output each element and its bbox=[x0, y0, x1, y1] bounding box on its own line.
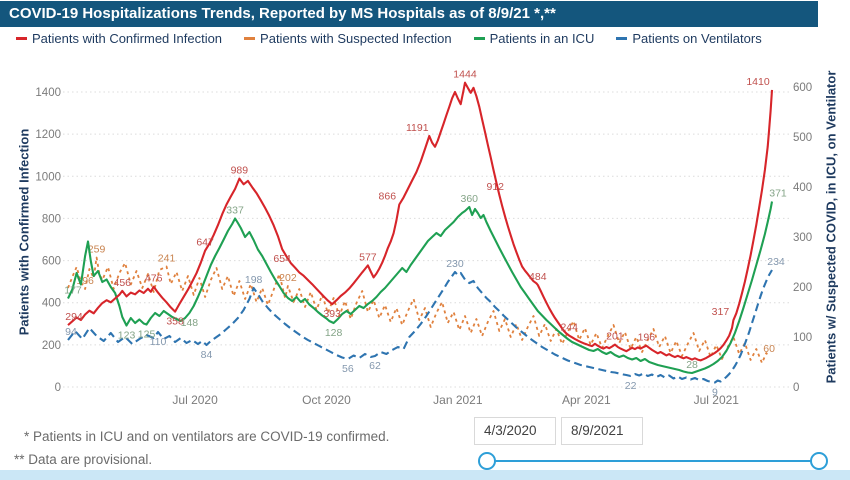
footnote-provisional: ** Data are provisional. bbox=[14, 452, 153, 467]
x-axis-tick-label: Apr 2021 bbox=[562, 393, 611, 407]
data-label-icu: 177 bbox=[64, 285, 82, 297]
data-label-ventilators: 84 bbox=[201, 349, 213, 361]
data-label-confirmed: 484 bbox=[529, 271, 547, 283]
data-label-suspected: 241 bbox=[158, 253, 176, 265]
legend-item-ventilators[interactable]: Patients on Ventilators bbox=[616, 31, 762, 46]
data-label-ventilators: 56 bbox=[342, 363, 354, 375]
data-label-confirmed: 201 bbox=[606, 331, 624, 343]
legend-item-confirmed[interactable]: Patients with Confirmed Infection bbox=[16, 31, 222, 46]
series-line-ventilators bbox=[67, 269, 773, 384]
data-label-ventilators: 198 bbox=[245, 274, 263, 286]
legend-label: Patients on Ventilators bbox=[632, 31, 762, 46]
legend-marker-ventilators bbox=[616, 37, 628, 40]
right-axis-tick-label: 600 bbox=[793, 82, 812, 94]
data-label-suspected: 259 bbox=[88, 244, 106, 256]
data-label-confirmed: 577 bbox=[359, 251, 377, 263]
legend-item-suspected[interactable]: Patients with Suspected Infection bbox=[244, 31, 452, 46]
data-label-confirmed: 294 bbox=[65, 311, 83, 323]
data-label-icu: 28 bbox=[686, 359, 698, 371]
range-start-input[interactable]: 4/3/2020 bbox=[474, 417, 556, 445]
data-label-confirmed: 317 bbox=[712, 306, 730, 318]
data-label-ventilators: 110 bbox=[150, 336, 167, 348]
slider-handle-end[interactable] bbox=[810, 452, 828, 470]
right-axis-tick-label: 0 bbox=[793, 382, 799, 394]
footnote-icu-ventilators: * Patients in ICU and on ventilators are… bbox=[24, 429, 390, 444]
data-label-confirmed: 244 bbox=[560, 322, 578, 334]
data-label-confirmed: 654 bbox=[273, 253, 291, 265]
left-axis-tick-label: 1000 bbox=[35, 171, 61, 183]
data-label-confirmed: 647 bbox=[196, 237, 214, 249]
left-axis-tick-label: 800 bbox=[42, 213, 61, 225]
data-label-confirmed: 866 bbox=[379, 191, 397, 203]
left-axis-tick-label: 400 bbox=[42, 298, 61, 310]
data-label-suspected: 202 bbox=[279, 272, 297, 284]
data-label-suspected: 60 bbox=[763, 343, 775, 355]
x-axis-tick-label: Jan 2021 bbox=[433, 393, 483, 407]
legend-marker-confirmed bbox=[16, 37, 27, 40]
series-line-suspected bbox=[67, 256, 770, 364]
series-line-confirmed bbox=[67, 81, 774, 362]
data-label-ventilators: 62 bbox=[369, 360, 381, 372]
data-label-confirmed: 358 bbox=[166, 316, 184, 328]
legend-label: Patients in an ICU bbox=[489, 31, 595, 46]
right-axis-tick-label: 100 bbox=[793, 332, 812, 344]
data-label-confirmed: 912 bbox=[486, 181, 504, 193]
data-label-icu: 360 bbox=[461, 193, 479, 205]
legend-label: Patients with Suspected Infection bbox=[260, 31, 452, 46]
data-label-icu: 128 bbox=[325, 327, 343, 339]
right-axis-tick-label: 200 bbox=[793, 282, 812, 294]
left-axis-tick-label: 200 bbox=[42, 340, 61, 352]
data-label-confirmed: 989 bbox=[231, 165, 249, 177]
legend-marker-suspected bbox=[244, 37, 256, 40]
x-axis-tick-label: Jul 2021 bbox=[694, 393, 740, 407]
data-label-confirmed: 476 bbox=[145, 273, 163, 285]
left-axis-tick-label: 1200 bbox=[35, 129, 61, 141]
data-label-ventilators: 230 bbox=[446, 258, 464, 270]
right-axis-tick-label: 500 bbox=[793, 132, 812, 144]
data-label-ventilators: 9 bbox=[712, 387, 718, 399]
legend: Patients with Confirmed Infection Patient… bbox=[16, 31, 762, 46]
page-title: COVID-19 Hospitalizations Trends, Report… bbox=[0, 1, 818, 27]
legend-item-icu[interactable]: Patients in an ICU bbox=[473, 31, 595, 46]
data-label-ventilators: 94 bbox=[65, 326, 77, 338]
data-label-confirmed: 1444 bbox=[453, 69, 477, 81]
x-axis-tick-label: Oct 2020 bbox=[302, 393, 351, 407]
data-label-icu: 337 bbox=[226, 205, 244, 217]
left-axis-title: Patients with Confirmed Infection bbox=[16, 128, 32, 336]
right-axis-tick-label: 300 bbox=[793, 232, 812, 244]
left-axis-tick-label: 1400 bbox=[35, 87, 61, 99]
slider-handle-start[interactable] bbox=[478, 452, 496, 470]
data-label-ventilators: 234 bbox=[767, 256, 785, 268]
data-label-icu: 148 bbox=[181, 317, 199, 329]
data-label-icu: 125 bbox=[138, 329, 156, 341]
date-range-slider-track[interactable] bbox=[487, 460, 819, 462]
right-axis-title: Patients w/ Suspected COVID, in ICU, on … bbox=[823, 70, 839, 384]
data-label-confirmed: 196 bbox=[638, 332, 656, 344]
left-axis-tick-label: 0 bbox=[55, 382, 61, 394]
data-label-icu: 371 bbox=[769, 188, 787, 200]
range-end-input[interactable]: 8/9/2021 bbox=[561, 417, 643, 445]
legend-marker-icu bbox=[473, 37, 485, 40]
data-label-icu: 123 bbox=[118, 330, 136, 342]
x-axis-tick-label: Jul 2020 bbox=[172, 393, 218, 407]
data-label-confirmed: 1191 bbox=[406, 122, 429, 134]
data-label-confirmed: 456 bbox=[113, 277, 131, 289]
bottom-strip bbox=[0, 470, 850, 480]
data-label-confirmed: 1410 bbox=[746, 76, 770, 88]
series-line-icu bbox=[67, 201, 774, 375]
legend-label: Patients with Confirmed Infection bbox=[32, 31, 223, 46]
right-axis-tick-label: 400 bbox=[793, 182, 812, 194]
data-label-confirmed: 393 bbox=[323, 308, 341, 320]
data-label-ventilators: 22 bbox=[625, 380, 637, 392]
left-axis-tick-label: 600 bbox=[42, 256, 61, 268]
